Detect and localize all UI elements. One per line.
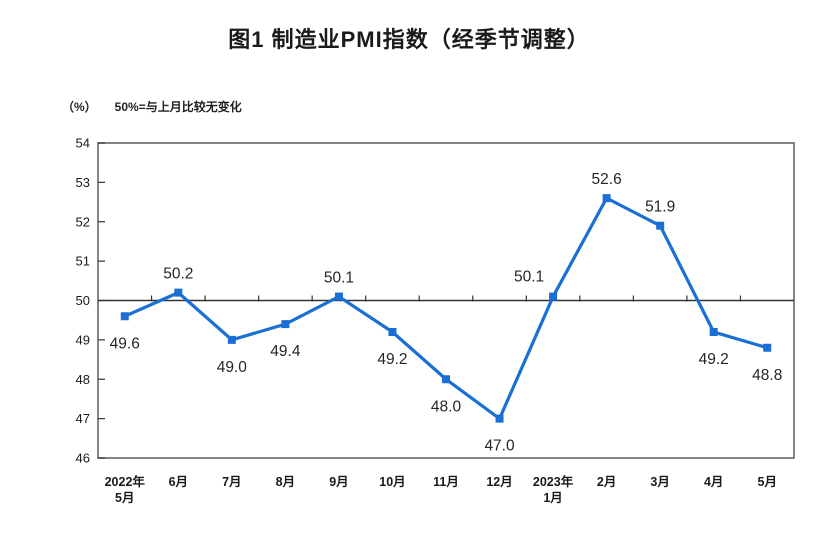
x-tick-label: 8月 — [276, 475, 295, 489]
x-tick-label: 6月 — [169, 475, 188, 489]
data-point-marker — [388, 328, 397, 336]
x-tick-label: 4月 — [704, 475, 723, 489]
data-point-marker — [709, 328, 718, 336]
y-tick-label: 49 — [76, 332, 90, 347]
data-point-label: 47.0 — [484, 438, 515, 455]
y-tick-label: 47 — [76, 411, 90, 426]
x-tick-label: 2022年 5月 — [105, 474, 146, 505]
data-point-label: 50.2 — [163, 266, 193, 283]
data-point-label: 52.6 — [592, 171, 622, 188]
x-tick-label: 2023年 1月 — [533, 474, 574, 505]
data-point-marker — [602, 194, 611, 203]
data-point-label: 49.6 — [110, 335, 140, 352]
data-point-marker — [656, 221, 665, 230]
data-point-label: 49.2 — [377, 351, 407, 368]
y-tick-label: 48 — [76, 372, 90, 387]
baseline-note: 50%=与上月比较无变化 — [114, 100, 242, 114]
data-point-marker — [174, 288, 183, 297]
chart-subtitle: （%） 50%=与上月比较无变化 — [62, 98, 242, 115]
data-point-marker — [549, 292, 558, 301]
y-tick-label: 53 — [76, 175, 90, 190]
chart-title: 图1 制造业PMI指数（经季节调整） — [228, 27, 590, 52]
data-point-label: 48.8 — [752, 367, 782, 384]
data-point-label: 49.4 — [270, 343, 301, 360]
y-tick-label: 52 — [76, 214, 90, 229]
data-point-label: 49.0 — [217, 359, 248, 376]
data-point-marker — [281, 320, 290, 329]
data-point-label: 50.1 — [514, 269, 544, 286]
x-tick-label: 9月 — [329, 475, 348, 489]
x-tick-label: 12月 — [486, 475, 512, 489]
y-tick-label: 51 — [76, 254, 90, 269]
y-tick-label: 50 — [76, 293, 90, 308]
data-point-label: 50.1 — [324, 270, 354, 287]
data-point-marker — [763, 343, 772, 352]
pmi-series-line — [124, 195, 768, 422]
x-tick-label: 3月 — [650, 475, 669, 489]
x-tick-label: 7月 — [222, 475, 241, 489]
x-tick-label: 2月 — [597, 475, 616, 489]
data-point-label: 51.9 — [645, 199, 675, 216]
data-point-marker — [120, 312, 129, 321]
unit-label: （%） — [62, 100, 97, 114]
data-point-marker — [442, 375, 450, 384]
x-tick-label: 10月 — [379, 475, 405, 489]
y-tick-label: 54 — [76, 136, 90, 151]
x-tick-label: 5月 — [758, 475, 777, 489]
data-point-label: 48.0 — [431, 398, 462, 415]
y-tick-label: 46 — [76, 451, 90, 466]
data-point-marker — [334, 292, 343, 301]
data-point-marker — [495, 414, 504, 423]
data-point-label: 49.2 — [699, 351, 729, 368]
x-tick-label: 11月 — [433, 475, 459, 489]
data-point-marker — [227, 335, 236, 344]
